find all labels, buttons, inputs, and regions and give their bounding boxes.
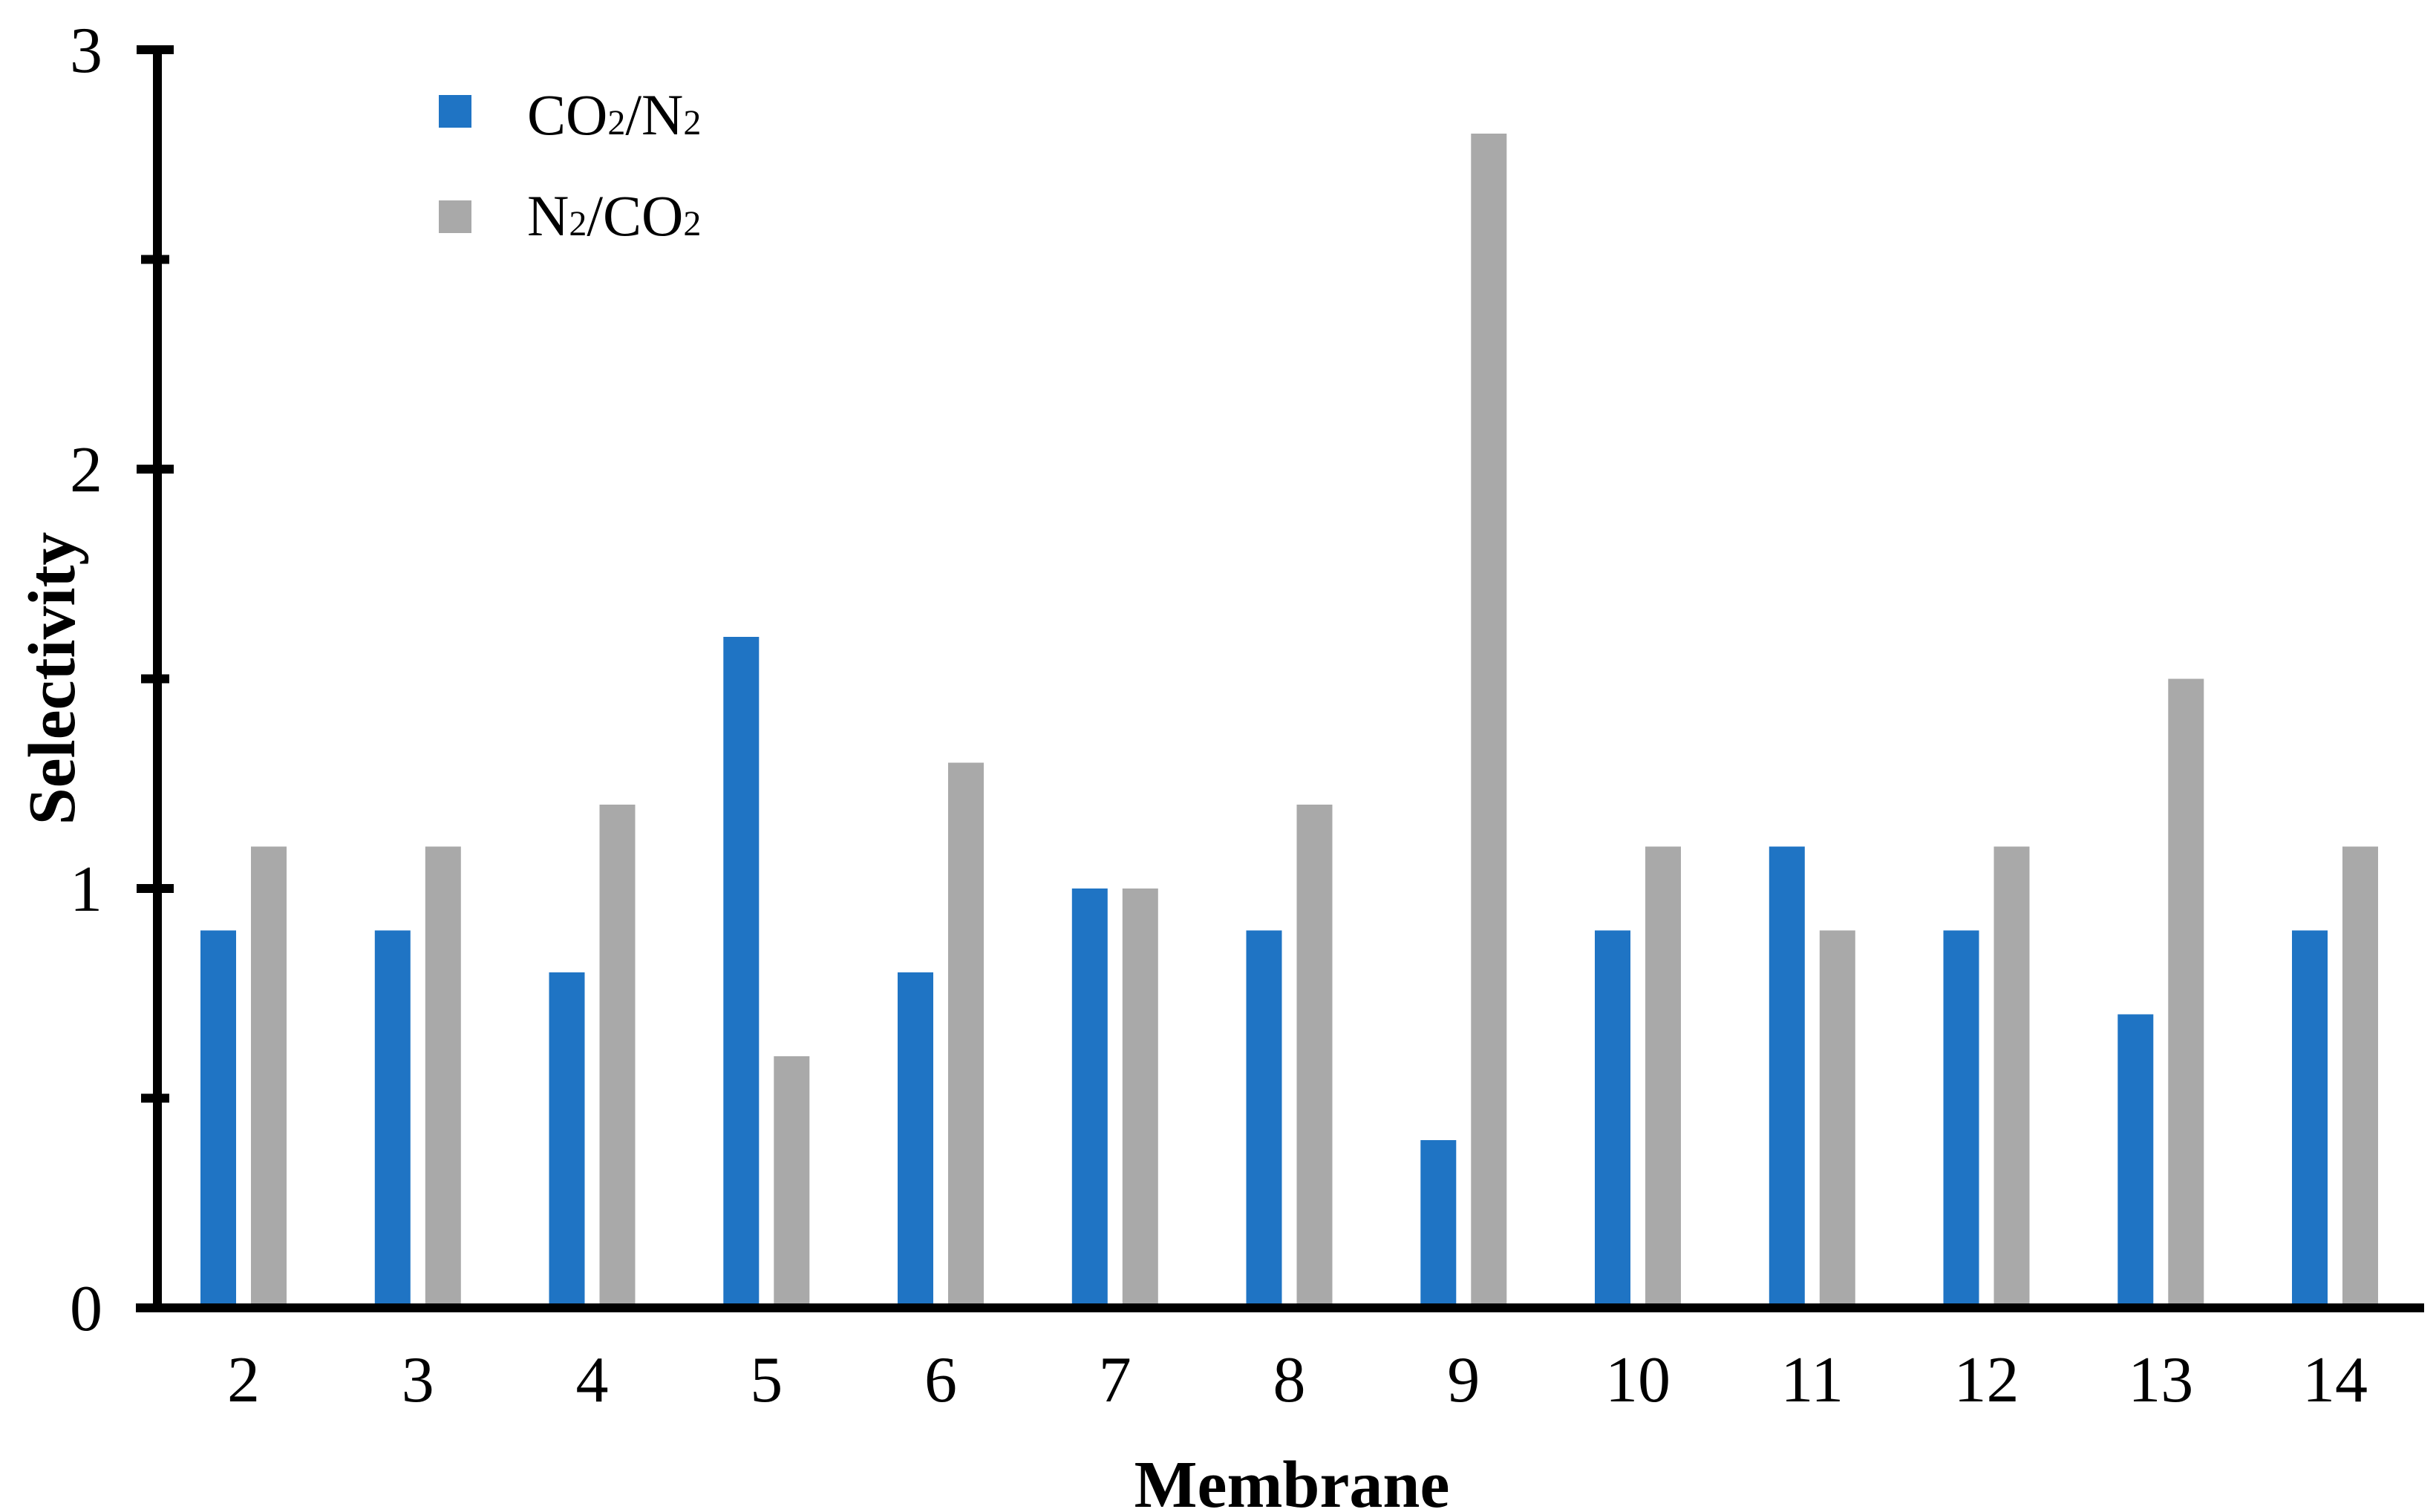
- bar-co2n2-m6: [898, 972, 933, 1308]
- x-tick-label-2: 2: [227, 1344, 260, 1416]
- bar-n2co2-m6: [948, 762, 984, 1308]
- bar-co2n2-m3: [374, 930, 411, 1308]
- y-major-tick-0: [137, 1303, 174, 1312]
- y-tick-label-0: 0: [70, 1273, 102, 1345]
- y-major-tick-3: [137, 45, 174, 54]
- x-axis-line: [136, 1303, 2424, 1312]
- bar-n2co2-m13: [2168, 678, 2204, 1308]
- bar-co2n2-m5: [723, 637, 760, 1308]
- x-tick-label-5: 5: [750, 1344, 783, 1416]
- bar-co2n2-m13: [2117, 1014, 2154, 1308]
- y-tick-label-2: 2: [70, 434, 102, 506]
- bar-co2n2-m12: [1943, 930, 1979, 1308]
- legend-label-co2n2: CO2/N2: [527, 82, 701, 147]
- bar-co2n2-m8: [1246, 930, 1282, 1308]
- bar-co2n2-m4: [549, 972, 585, 1308]
- bar-co2n2-m2: [200, 930, 236, 1308]
- bar-co2n2-m7: [1071, 888, 1108, 1308]
- bar-n2co2-m8: [1296, 805, 1333, 1308]
- y-minor-tick-0_5: [141, 1093, 169, 1103]
- bar-co2n2-m11: [1769, 846, 1805, 1308]
- y-minor-tick-2_5: [141, 255, 169, 264]
- y-major-tick-1: [137, 884, 174, 893]
- x-tick-label-7: 7: [1099, 1344, 1132, 1416]
- x-tick-label-9: 9: [1447, 1344, 1480, 1416]
- bar-n2co2-m4: [599, 805, 636, 1308]
- bar-n2co2-m9: [1471, 134, 1507, 1308]
- y-minor-tick-1_5: [141, 674, 169, 684]
- x-axis-title: Membrane: [1134, 1448, 1450, 1512]
- legend-swatch-co2n2: [439, 95, 471, 128]
- bar-n2co2-m3: [425, 846, 461, 1308]
- legend-swatch-n2co2: [439, 200, 471, 233]
- bar-n2co2-m2: [251, 846, 287, 1308]
- x-tick-label-3: 3: [402, 1344, 434, 1416]
- bar-co2n2-m9: [1420, 1140, 1457, 1308]
- bar-n2co2-m12: [1993, 846, 2030, 1308]
- x-tick-label-8: 8: [1273, 1344, 1306, 1416]
- x-tick-label-10: 10: [1605, 1344, 1671, 1416]
- bar-co2n2-m14: [2292, 930, 2328, 1308]
- x-tick-label-4: 4: [576, 1344, 609, 1416]
- bar-n2co2-m11: [1819, 930, 1855, 1308]
- x-tick-label-14: 14: [2302, 1344, 2368, 1416]
- x-tick-label-13: 13: [2128, 1344, 2193, 1416]
- bar-n2co2-m7: [1122, 888, 1158, 1308]
- y-major-tick-2: [137, 465, 174, 474]
- y-axis-title: Selectivity: [16, 532, 89, 825]
- x-tick-label-11: 11: [1780, 1344, 1844, 1416]
- bar-n2co2-m14: [2342, 846, 2378, 1308]
- y-tick-label-1: 1: [70, 854, 102, 926]
- x-tick-label-12: 12: [1954, 1344, 2019, 1416]
- bar-co2n2-m10: [1595, 930, 1630, 1308]
- y-tick-label-3: 3: [70, 15, 102, 87]
- x-tick-label-6: 6: [924, 1344, 957, 1416]
- bar-n2co2-m5: [774, 1056, 810, 1308]
- bar-n2co2-m10: [1645, 846, 1681, 1308]
- legend-label-n2co2: N2/CO2: [527, 183, 701, 248]
